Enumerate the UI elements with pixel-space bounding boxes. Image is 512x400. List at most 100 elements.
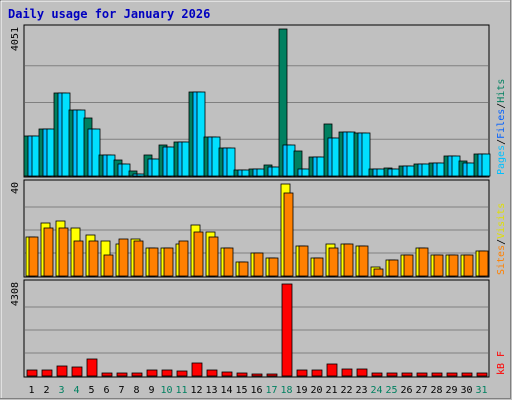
bar-sites-day-13 [208, 236, 219, 277]
panel-visits-sites: 40 Sites/Visits [10, 179, 507, 278]
bar-kb-f-day-12 [191, 362, 203, 377]
bar-kb-f-day-28 [431, 372, 443, 377]
x-tick-label: 14 [220, 385, 232, 396]
y-max-label: 4308 [10, 282, 21, 306]
side-label-pages: Pages [496, 145, 507, 175]
side-label-hits: Hits [496, 79, 507, 103]
bar-pages-day-14 [226, 147, 236, 177]
bar-kb-f-day-7 [116, 372, 128, 377]
bar-sites-day-18 [283, 192, 294, 277]
x-tick-label: 30 [460, 385, 472, 396]
bar-sites-day-11 [178, 240, 189, 277]
bar-kb-f-day-19 [296, 369, 308, 377]
bar-kb-f-day-8 [131, 372, 143, 377]
bar-kb-f-day-27 [416, 372, 428, 377]
x-tick-label: 25 [385, 385, 397, 396]
side-label: Pages/Files/Hits [496, 79, 507, 175]
bar-sites-day-12 [193, 231, 204, 277]
bar-pages-day-5 [91, 128, 101, 177]
x-tick-label: 31 [475, 385, 487, 396]
x-tick-label: 29 [445, 385, 457, 396]
side-label: kB F [496, 351, 507, 375]
bar-sites-day-29 [448, 254, 459, 277]
bar-kb-f-day-13 [206, 369, 218, 377]
x-tick-label: 27 [415, 385, 427, 396]
x-tick-label: 10 [160, 385, 172, 396]
x-tick-label: 28 [430, 385, 442, 396]
bar-sites-day-7 [118, 238, 129, 277]
bar-sites-day-14 [223, 247, 234, 277]
bar-kb-f-day-26 [401, 372, 413, 377]
x-tick-label: 23 [355, 385, 367, 396]
bar-pages-day-23 [361, 132, 371, 177]
bar-sites-day-27 [418, 247, 429, 277]
bar-kb-f-day-15 [236, 372, 248, 377]
side-label-visits: Visits [496, 203, 507, 239]
x-tick-label: 13 [205, 385, 217, 396]
x-tick-label: 3 [58, 385, 64, 396]
bar-kb-f-day-21 [326, 363, 338, 377]
x-tick-label: 26 [400, 385, 412, 396]
side-label-files: Files [496, 109, 507, 139]
bar-sites-day-15 [238, 261, 249, 277]
bar-sites-day-19 [298, 245, 309, 277]
side-label-sites: Sites [496, 245, 507, 275]
bar-sites-day-23 [358, 245, 369, 277]
panel-frame [23, 24, 490, 178]
bar-sites-day-9 [148, 247, 159, 277]
bar-sites-day-28 [433, 254, 444, 277]
x-tick-label: 18 [280, 385, 292, 396]
bar-sites-day-26 [403, 254, 414, 277]
x-tick-label: 7 [118, 385, 124, 396]
x-tick-label: 21 [325, 385, 337, 396]
bar-kb-f-day-20 [311, 369, 323, 377]
side-label-separator: / [496, 239, 507, 245]
x-tick-label: 22 [340, 385, 352, 396]
bar-kb-f-day-2 [41, 369, 53, 377]
x-tick-label: 15 [235, 385, 247, 396]
bar-kb-f-day-22 [341, 368, 353, 377]
x-axis: 1 2 3 4 5 6 7 8 9 10 11 12 13 14 15 16 17 18 19 20 21 22 23 24 2… [28, 385, 487, 396]
bar-sites-day-8 [133, 240, 144, 277]
x-tick-label: 9 [148, 385, 154, 396]
y-max-label: 40 [10, 182, 21, 194]
bar-pages-day-12 [196, 91, 206, 177]
x-tick-label: 2 [43, 385, 49, 396]
bar-sites-day-2 [43, 227, 54, 277]
bar-sites-day-31 [478, 250, 489, 277]
x-tick-label: 11 [175, 385, 187, 396]
x-tick-label: 8 [133, 385, 139, 396]
x-tick-label: 17 [265, 385, 277, 396]
bar-kb-f-day-17 [266, 373, 278, 377]
bar-sites-day-6 [103, 254, 114, 277]
bar-kb-f-day-24 [371, 372, 383, 377]
bar-sites-day-20 [313, 257, 324, 277]
side-label-separator: / [496, 103, 507, 109]
bar-kb-f-day-31 [476, 372, 488, 377]
panel-frame [23, 279, 490, 378]
bar-kb-f-day-11 [176, 370, 188, 377]
bar-sites-day-17 [268, 257, 279, 277]
bar-pages-day-31 [481, 153, 491, 177]
x-tick-label: 5 [88, 385, 94, 396]
chart-title: Daily usage for January 2026 [8, 7, 210, 21]
x-tick-label: 4 [73, 385, 79, 396]
x-tick-label: 1 [28, 385, 34, 396]
bar-kb-f-day-6 [101, 372, 113, 377]
x-tick-label: 16 [250, 385, 262, 396]
bar-sites-day-25 [388, 259, 399, 277]
bar-kb-f-day-30 [461, 372, 473, 377]
bar-sites-day-4 [73, 240, 84, 277]
chart-panels: 4051Pages/Files/Hits40Sites/Visits4308kB… [10, 24, 507, 378]
x-tick-label: 12 [190, 385, 202, 396]
bar-kb-f-day-1 [26, 369, 38, 377]
bar-sites-day-24 [373, 268, 384, 277]
bar-sites-day-22 [343, 243, 354, 277]
bar-kb-f-day-16 [251, 373, 263, 377]
side-label-kb-f: kB F [496, 351, 507, 375]
bar-kb-f-day-14 [221, 371, 233, 377]
bar-kb-f-day-29 [446, 372, 458, 377]
bar-sites-day-1 [28, 236, 39, 277]
